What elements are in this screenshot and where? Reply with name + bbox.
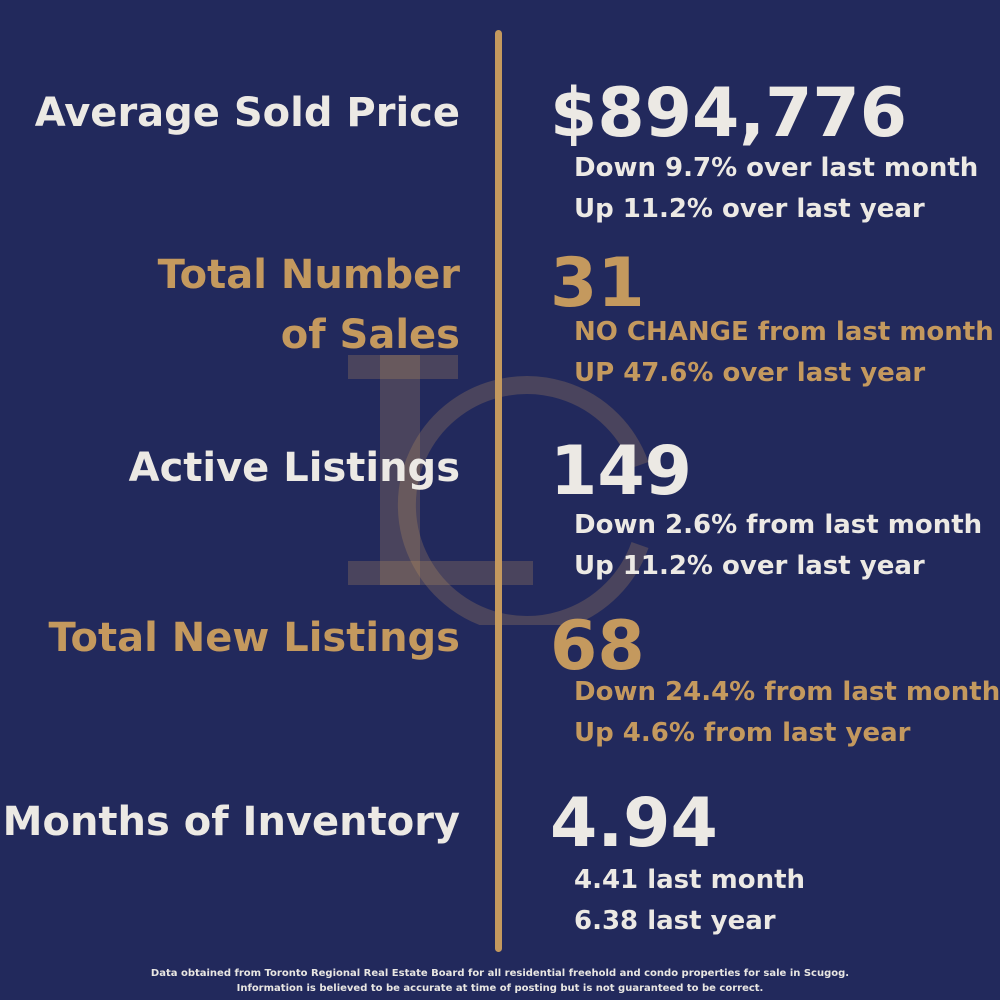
months-of-inventory-value: 4.94 [550, 784, 718, 863]
new-listings-label: Total New Listings [48, 615, 460, 661]
footer-disclaimer: Data obtained from Toronto Regional Real… [0, 966, 1000, 996]
months-of-inventory-label: Months of Inventory [2, 799, 460, 845]
active-listings-label: Active Listings [128, 445, 460, 491]
months-of-inventory-last-month: 4.41 last month [574, 865, 806, 895]
active-listings-value: 149 [550, 432, 692, 511]
new-listings-value: 68 [550, 607, 645, 686]
new-listings-yearly-change: Up 4.6% from last year [574, 718, 911, 748]
average-sold-price-value: $894,776 [550, 74, 908, 153]
months-of-inventory-last-year: 6.38 last year [574, 906, 776, 936]
total-sales-label-line1: Total Number [157, 252, 460, 298]
active-listings-monthly-change: Down 2.6% from last month [574, 510, 983, 540]
vertical-divider [495, 30, 502, 952]
new-listings-monthly-change: Down 24.4% from last month [574, 677, 1000, 707]
footer-source-note: Data obtained from Toronto Regional Real… [150, 968, 850, 979]
lc-monogram-logo-icon [348, 355, 649, 625]
average-sold-price-label: Average Sold Price [34, 90, 460, 136]
total-sales-monthly-change: NO CHANGE from last month [574, 317, 994, 347]
average-sold-price-yearly-change: Up 11.2% over last year [574, 194, 925, 224]
total-sales-value: 31 [550, 244, 645, 323]
average-sold-price-monthly-change: Down 9.7% over last month [574, 153, 979, 183]
footer-accuracy-note: Information is believed to be accurate a… [236, 983, 764, 994]
total-sales-label-line2: of Sales [280, 312, 460, 358]
total-sales-yearly-change: UP 47.6% over last year [574, 358, 926, 388]
active-listings-yearly-change: Up 11.2% over last year [574, 551, 925, 581]
